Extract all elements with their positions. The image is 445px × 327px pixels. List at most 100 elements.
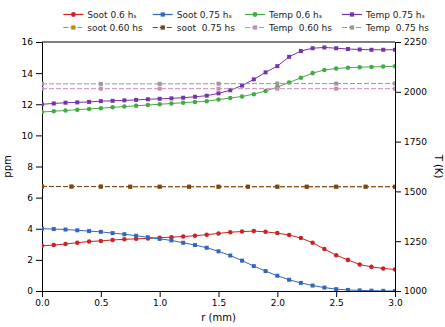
series <box>42 184 395 188</box>
legend-label: Temp 0.75 hₛ <box>365 10 425 20</box>
series-point <box>52 109 57 114</box>
legend-item: Temp 0.60 hs <box>245 23 332 33</box>
series-point <box>42 184 44 188</box>
tick-label: 6 <box>27 193 33 203</box>
series-point <box>305 185 309 189</box>
series-point <box>146 103 151 108</box>
series <box>42 64 395 114</box>
series-point <box>228 96 233 101</box>
series-point <box>69 185 73 189</box>
legend-marker <box>161 12 165 16</box>
series-point <box>99 230 103 234</box>
x-tick: 2.5 <box>330 291 344 308</box>
legend-item: Temp 0.6 hₛ <box>245 10 322 20</box>
series-point <box>357 262 362 267</box>
legend-label: Temp 0.75 hs <box>365 23 429 33</box>
legend-label: soot 0.60 hs <box>87 23 143 33</box>
tick-mark <box>36 167 42 168</box>
series-point <box>334 253 339 258</box>
series-point <box>217 91 221 95</box>
tick-mark <box>36 291 42 292</box>
series-point <box>252 77 256 81</box>
legend-swatch <box>342 25 362 29</box>
legend-label: soot 0.75 hs <box>177 23 236 33</box>
legend-label: Temp 0.60 hs <box>268 23 332 33</box>
series-point <box>75 228 79 232</box>
series-point <box>334 82 338 86</box>
legend-marker <box>161 25 165 29</box>
legend-swatch <box>153 12 173 16</box>
series-point <box>99 239 104 244</box>
series-point <box>169 101 174 106</box>
series-point <box>187 185 191 189</box>
series-point <box>63 108 68 113</box>
series-point <box>334 185 338 189</box>
series-point <box>246 185 250 189</box>
legend-item: Soot 0.6 hₛ <box>63 10 136 20</box>
series-point <box>52 101 56 105</box>
series-point <box>134 234 138 238</box>
series-point <box>75 100 79 104</box>
series-point <box>275 231 280 236</box>
series-point <box>128 185 132 189</box>
series-point <box>87 100 91 104</box>
tick-mark <box>36 198 42 199</box>
series-line <box>42 229 395 291</box>
legend: Soot 0.6 hₛ Soot 0.75 hₛ Temp 0.6 hₛ Temp 0… <box>63 10 429 33</box>
series-point <box>334 46 338 50</box>
axis-line <box>396 43 402 292</box>
series-point <box>311 46 315 50</box>
series-point <box>275 185 279 189</box>
series-point <box>346 65 351 70</box>
series-point <box>381 48 385 52</box>
series-point <box>122 104 127 109</box>
series-point <box>146 235 150 239</box>
series-point <box>252 229 257 234</box>
series-point <box>310 240 315 245</box>
series-point <box>111 231 115 235</box>
series-point <box>205 246 209 250</box>
series-point <box>240 94 245 99</box>
legend-label: Soot 0.75 hₛ <box>177 10 232 20</box>
series-point <box>64 228 68 232</box>
series-point <box>42 87 44 91</box>
series-point <box>275 274 279 278</box>
series-point <box>275 82 279 86</box>
legend-marker <box>71 25 75 29</box>
series-point <box>358 288 362 291</box>
series-point <box>158 185 162 189</box>
tick-mark <box>36 229 42 230</box>
series-point <box>217 87 221 91</box>
series-point <box>346 47 350 51</box>
series-point <box>157 236 162 241</box>
series-point <box>63 242 68 247</box>
series-point <box>99 106 104 111</box>
y-tick: 16 <box>22 37 42 47</box>
series-point <box>75 107 80 112</box>
series <box>42 184 395 188</box>
series <box>42 227 395 291</box>
series-point <box>310 71 315 76</box>
x-tick: 2.0 <box>271 291 286 308</box>
chart: Soot 0.6 hₛ Soot 0.75 hₛ Temp 0.6 hₛ Temp 0… <box>0 0 445 327</box>
series-point <box>393 289 395 291</box>
series-point <box>193 243 197 247</box>
series-point <box>217 82 221 86</box>
series-line <box>42 66 395 112</box>
tick-label: 16 <box>22 37 34 47</box>
axis-line <box>43 292 396 298</box>
tick-mark <box>101 291 102 297</box>
series-point <box>393 267 395 272</box>
y-tick: 2 <box>27 255 42 265</box>
series-point <box>87 239 92 244</box>
x-tick: 1.0 <box>153 291 168 308</box>
marks <box>42 45 395 291</box>
y2-tick: 2250 <box>395 37 427 47</box>
legend-item: soot 0.75 hs <box>153 23 236 33</box>
series-point <box>322 247 327 252</box>
tick-label: 1.0 <box>153 298 168 308</box>
y2-tick: 1750 <box>395 137 427 147</box>
axis-line <box>36 43 43 292</box>
legend-item: Temp 0.75 hs <box>342 23 429 33</box>
y2-tick: 1500 <box>395 187 427 197</box>
